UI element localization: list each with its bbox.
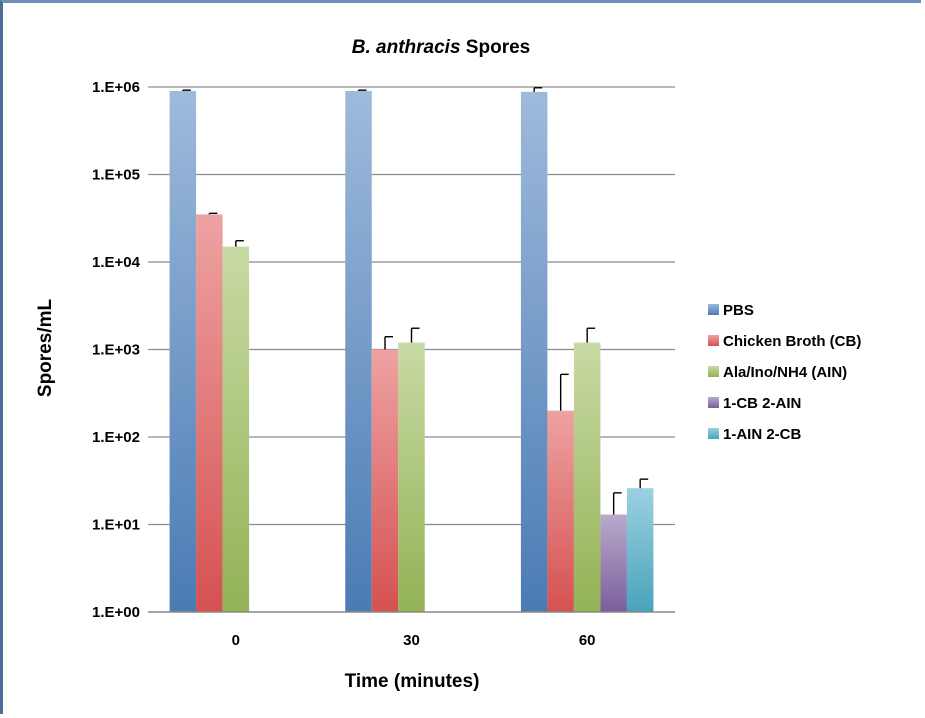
x-tick-label: 0 [232, 632, 240, 649]
bar [600, 514, 627, 612]
x-axis-tick-labels: 0 30 60 [232, 632, 596, 649]
y-tick-label: 1.E+06 [92, 79, 140, 96]
bar [222, 246, 250, 612]
x-tick-label: 60 [579, 632, 596, 649]
legend-swatch [708, 335, 719, 346]
y-tick-label: 1.E+04 [92, 254, 141, 271]
bar [398, 342, 425, 612]
bars [169, 91, 654, 612]
legend-swatch [708, 397, 719, 408]
legend-entry: 1-AIN 2-CB [723, 426, 802, 443]
bar [371, 349, 399, 612]
bar [547, 410, 574, 612]
y-axis-tick-labels: 1.E+00 1.E+01 1.E+02 1.E+03 1.E+04 1.E+05 1.E+… [92, 79, 141, 621]
legend-entry: Chicken Broth (CB) [723, 333, 861, 350]
legend-swatch [708, 366, 719, 377]
legend-entry: 1-CB 2-AIN [723, 395, 801, 412]
y-tick-label: 1.E+01 [92, 517, 140, 534]
legend-swatch [708, 428, 719, 439]
legend-swatch [708, 304, 719, 315]
bar [169, 91, 197, 612]
y-axis-label: Spores/mL [35, 299, 56, 398]
bar [520, 91, 548, 612]
x-axis-label: Time (minutes) [345, 671, 480, 692]
bar [626, 488, 654, 612]
y-tick-label: 1.E+02 [92, 429, 140, 446]
y-tick-label: 1.E+00 [92, 604, 140, 621]
bar [573, 342, 601, 612]
legend-entry: PBS [723, 302, 754, 319]
bar [196, 214, 223, 612]
legend-entry: Ala/Ino/NH4 (AIN) [723, 364, 847, 381]
bar [345, 91, 372, 612]
chart-title: B. anthracis Spores [352, 37, 530, 58]
x-tick-label: 30 [403, 632, 420, 649]
y-tick-label: 1.E+05 [92, 167, 140, 184]
error-bars [182, 87, 649, 515]
y-tick-label: 1.E+03 [92, 342, 140, 359]
legend: PBS Chicken Broth (CB) Ala/Ino/NH4 (AIN) 1-… [708, 302, 861, 443]
